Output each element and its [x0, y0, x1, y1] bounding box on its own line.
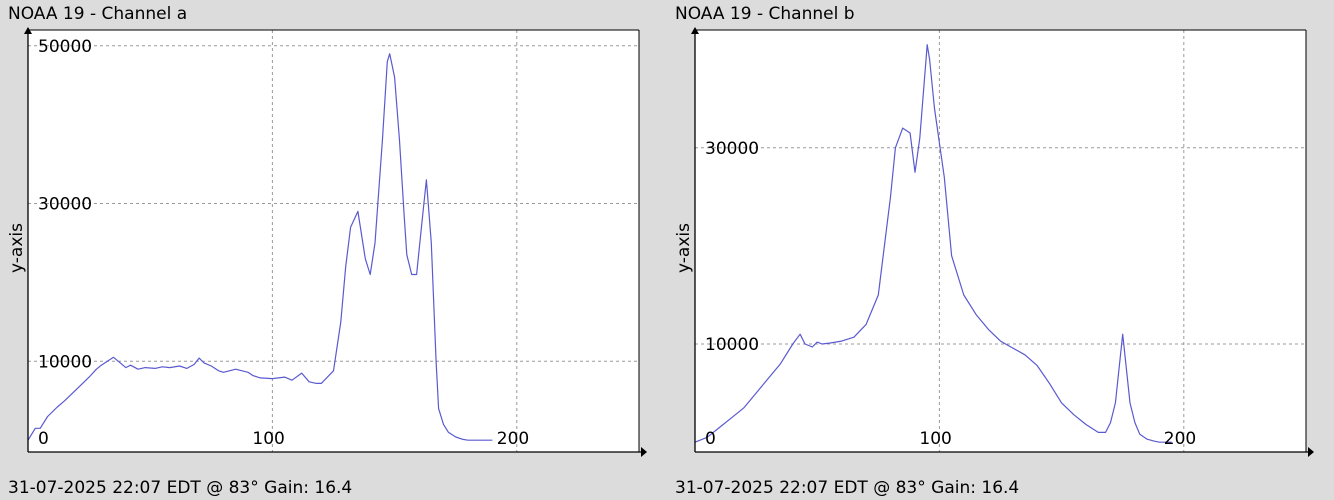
chart-footer-status: 31-07-2025 22:07 EDT @ 83° Gain: 16.4 — [675, 478, 1020, 498]
x-axis-arrow — [1308, 447, 1314, 457]
y-tick-label: 30000 — [38, 195, 92, 215]
y-tick-label: 10000 — [705, 335, 759, 355]
x-tick-label: 100 — [252, 429, 284, 449]
chart-title: NOAA 19 - Channel b — [675, 4, 855, 24]
y-tick-label: 50000 — [38, 37, 92, 57]
y-tick-label: 10000 — [38, 352, 92, 372]
x-tick-label: 100 — [919, 429, 951, 449]
plot-area — [695, 30, 1306, 452]
x-tick-label: 200 — [1164, 429, 1196, 449]
x-tick-label: 200 — [497, 429, 529, 449]
chart-plot: 0 100 200 10000 30000 y-axis — [674, 27, 1314, 457]
chart-plot: 0 100 200 10000 30000 50000 y-axis — [7, 27, 647, 457]
series-line — [27, 53, 493, 441]
chart-panel-b: NOAA 19 - Channel b 0 100 200 10000 30000 y-a… — [667, 0, 1334, 500]
chart-footer-status: 31-07-2025 22:07 EDT @ 83° Gain: 16.4 — [8, 478, 353, 498]
plot-area — [28, 30, 639, 452]
y-axis-arrow — [24, 27, 32, 34]
y-axis-label: y-axis — [7, 223, 27, 273]
series-line — [694, 44, 1172, 443]
chart-panel-a: NOAA 19 - Channel a 0 100 200 10000 30000 500… — [7, 4, 647, 498]
y-tick-label: 30000 — [705, 139, 759, 159]
x-axis-arrow — [641, 447, 647, 457]
chart-title: NOAA 19 - Channel a — [8, 4, 188, 24]
x-tick-label: 0 — [705, 429, 716, 449]
y-axis-label: y-axis — [674, 223, 694, 273]
x-tick-label: 0 — [38, 429, 49, 449]
y-axis-arrow — [691, 27, 699, 34]
